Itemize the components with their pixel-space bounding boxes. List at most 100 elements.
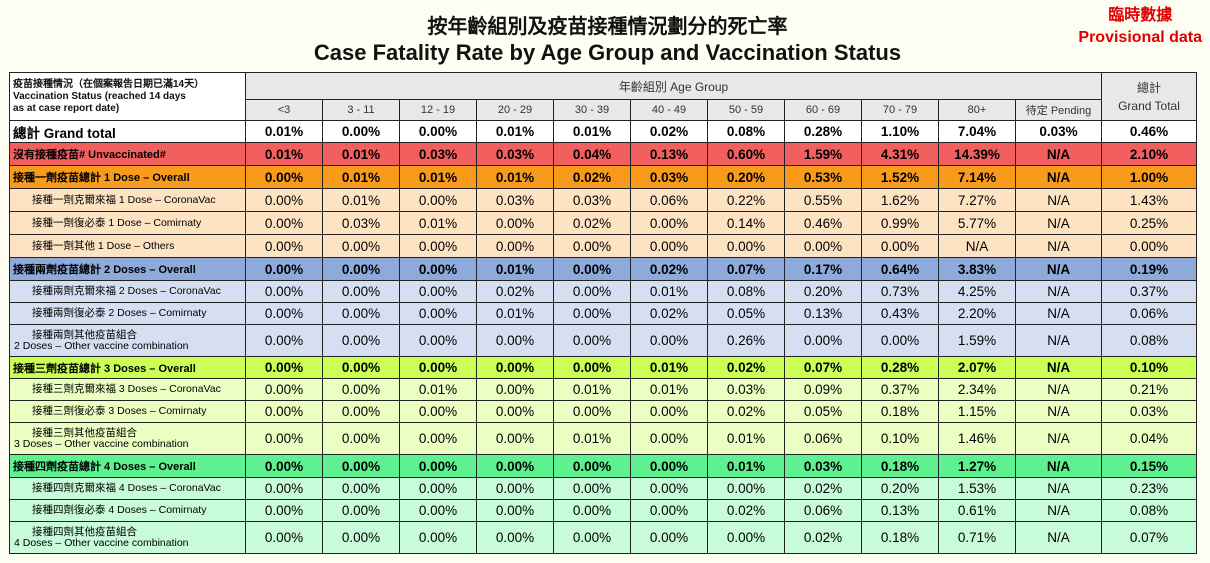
row-label: 接種四劑疫苗總計 4 Doses – Overall <box>9 454 246 478</box>
row-label: 沒有接種疫苗# Unvaccinated# <box>9 142 246 166</box>
rate-cell: 0.00% <box>245 378 323 401</box>
rate-cell: 0.00% <box>784 324 862 357</box>
rate-cell: 0.00% <box>322 356 400 379</box>
row-total-cell: 0.23% <box>1101 477 1197 500</box>
status-header-zh: 疫苗接種情況（在個案報告日期已滿14天） <box>13 78 205 90</box>
rate-cell: 0.00% <box>399 120 477 143</box>
row-label: 接種四劑克爾來福 4 Doses – CoronaVac <box>9 477 246 500</box>
rate-cell: 0.02% <box>553 211 631 235</box>
rate-cell: 0.00% <box>322 477 400 500</box>
row-label-line-2: 2 Doses – Other vaccine combination <box>14 339 189 352</box>
rate-cell: 0.00% <box>707 477 785 500</box>
row-total-cell: 1.00% <box>1101 165 1197 189</box>
rate-cell: 0.00% <box>399 521 477 554</box>
row-label-line: 接種兩劑其他疫苗組合 <box>32 328 137 341</box>
status-header-en-2: as at case report date) <box>13 102 120 114</box>
rate-cell: 0.00% <box>399 454 477 478</box>
rate-cell: 0.00% <box>476 211 554 235</box>
age-column-header: <3 <box>245 99 323 121</box>
row-label-line: 接種兩劑克爾來福 2 Doses – CoronaVac <box>32 285 221 297</box>
rate-cell: 0.02% <box>707 400 785 423</box>
row-label-line: 接種三劑復必泰 3 Doses – Comirnaty <box>32 405 207 417</box>
row-total-cell: 0.37% <box>1101 280 1197 303</box>
row-label: 總計 Grand total <box>9 120 246 143</box>
rate-cell: 0.01% <box>245 120 323 143</box>
rate-cell: 0.02% <box>707 499 785 522</box>
table-row: 接種兩劑疫苗總計 2 Doses – Overall 0.00% 0.00% 0.00… <box>9 257 1197 281</box>
chart-title-zh: 按年齡組別及疫苗接種情況劃分的死亡率 <box>427 14 788 38</box>
rate-cell: 0.00% <box>322 324 400 357</box>
row-label: 接種三劑疫苗總計 3 Doses – Overall <box>9 356 246 379</box>
row-label-line: 接種四劑復必泰 4 Doses – Comirnaty <box>32 504 207 516</box>
rate-cell: 0.00% <box>245 302 323 325</box>
rate-cell: 4.25% <box>938 280 1016 303</box>
rate-cell: 0.00% <box>245 280 323 303</box>
row-total-cell: 0.07% <box>1101 521 1197 554</box>
rate-cell: 0.00% <box>245 454 323 478</box>
row-label: 接種三劑復必泰 3 Doses – Comirnaty <box>9 400 246 423</box>
row-label: 接種一劑復必泰 1 Dose – Comirnaty <box>9 211 246 235</box>
provisional-label-zh: 臨時數據 <box>1108 7 1173 24</box>
rate-cell: 0.02% <box>553 165 631 189</box>
rate-cell: 0.01% <box>476 257 554 281</box>
age-column-header: 30 - 39 <box>553 99 631 121</box>
rate-cell: 0.02% <box>784 477 862 500</box>
table-row: 接種兩劑復必泰 2 Doses – Comirnaty 0.00% 0.00% 0.0… <box>9 302 1197 325</box>
rate-cell: 0.00% <box>476 356 554 379</box>
rate-cell: N/A <box>1015 422 1102 455</box>
vaccination-status-header: 疫苗接種情況（在個案報告日期已滿14天） Vaccination Status … <box>9 72 246 121</box>
rate-cell: 0.07% <box>707 257 785 281</box>
rate-cell: 2.34% <box>938 378 1016 401</box>
rate-cell: 0.13% <box>784 302 862 325</box>
row-label: 接種三劑其他疫苗組合 3 Doses – Other vaccine combin… <box>9 422 246 455</box>
rate-cell: 0.60% <box>707 142 785 166</box>
rate-cell: 0.03% <box>553 188 631 212</box>
rate-cell: 4.31% <box>861 142 939 166</box>
rate-cell: 0.01% <box>630 378 708 401</box>
rate-cell: 0.00% <box>399 422 477 455</box>
rate-cell: 0.00% <box>630 422 708 455</box>
rate-cell: 0.00% <box>399 188 477 212</box>
rate-cell: 0.00% <box>322 400 400 423</box>
rate-cell: 1.53% <box>938 477 1016 500</box>
rate-cell: 0.07% <box>784 356 862 379</box>
row-total-cell: 0.15% <box>1101 454 1197 478</box>
rate-cell: 0.03% <box>476 188 554 212</box>
row-label-line: 接種四劑疫苗總計 4 Doses – Overall <box>13 461 196 473</box>
table-row: 沒有接種疫苗# Unvaccinated# 0.01% 0.01% 0.03% 0.03… <box>9 142 1197 166</box>
fatality-rate-table: 疫苗接種情況（在個案報告日期已滿14天） Vaccination Status … <box>9 72 1197 554</box>
row-label-line: 接種一劑疫苗總計 1 Dose – Overall <box>13 172 190 184</box>
age-column-header: 60 - 69 <box>784 99 862 121</box>
rate-cell: 0.00% <box>553 302 631 325</box>
row-total-cell: 0.21% <box>1101 378 1197 401</box>
table-row: 接種一劑克爾來福 1 Dose – CoronaVac 0.00% 0.01% 0.0… <box>9 188 1197 212</box>
table-row: 接種兩劑克爾來福 2 Doses – CoronaVac 0.00% 0.00% 0.… <box>9 280 1197 303</box>
rate-cell: 0.08% <box>707 280 785 303</box>
rate-cell: 0.00% <box>861 324 939 357</box>
rate-cell: 0.00% <box>245 400 323 423</box>
row-total-cell: 0.10% <box>1101 356 1197 379</box>
row-total-cell: 0.00% <box>1101 234 1197 258</box>
row-total-cell: 0.03% <box>1101 400 1197 423</box>
row-label: 接種四劑其他疫苗組合 4 Doses – Other vaccine combin… <box>9 521 246 554</box>
rate-cell: 0.02% <box>630 257 708 281</box>
rate-cell: 0.01% <box>476 302 554 325</box>
row-label-line: 接種四劑克爾來福 4 Doses – CoronaVac <box>32 482 221 494</box>
row-label: 接種三劑克爾來福 3 Doses – CoronaVac <box>9 378 246 401</box>
rate-cell: 0.00% <box>399 257 477 281</box>
row-total-cell: 0.19% <box>1101 257 1197 281</box>
rate-cell: 0.03% <box>784 454 862 478</box>
rate-cell: 0.00% <box>553 234 631 258</box>
age-column-header: 待定 Pending <box>1015 99 1102 121</box>
table-row: 接種三劑疫苗總計 3 Doses – Overall 0.00% 0.00% 0.00… <box>9 356 1197 379</box>
row-label-line: 接種三劑克爾來福 3 Doses – CoronaVac <box>32 383 221 395</box>
rate-cell: 7.04% <box>938 120 1016 143</box>
age-column-header: 3 - 11 <box>322 99 400 121</box>
rate-cell: 0.00% <box>861 234 939 258</box>
rate-cell: 0.00% <box>553 454 631 478</box>
age-column-header: 80+ <box>938 99 1016 121</box>
rate-cell: 0.03% <box>630 165 708 189</box>
rate-cell: 0.20% <box>707 165 785 189</box>
rate-cell: 0.03% <box>707 378 785 401</box>
rate-cell: N/A <box>938 234 1016 258</box>
